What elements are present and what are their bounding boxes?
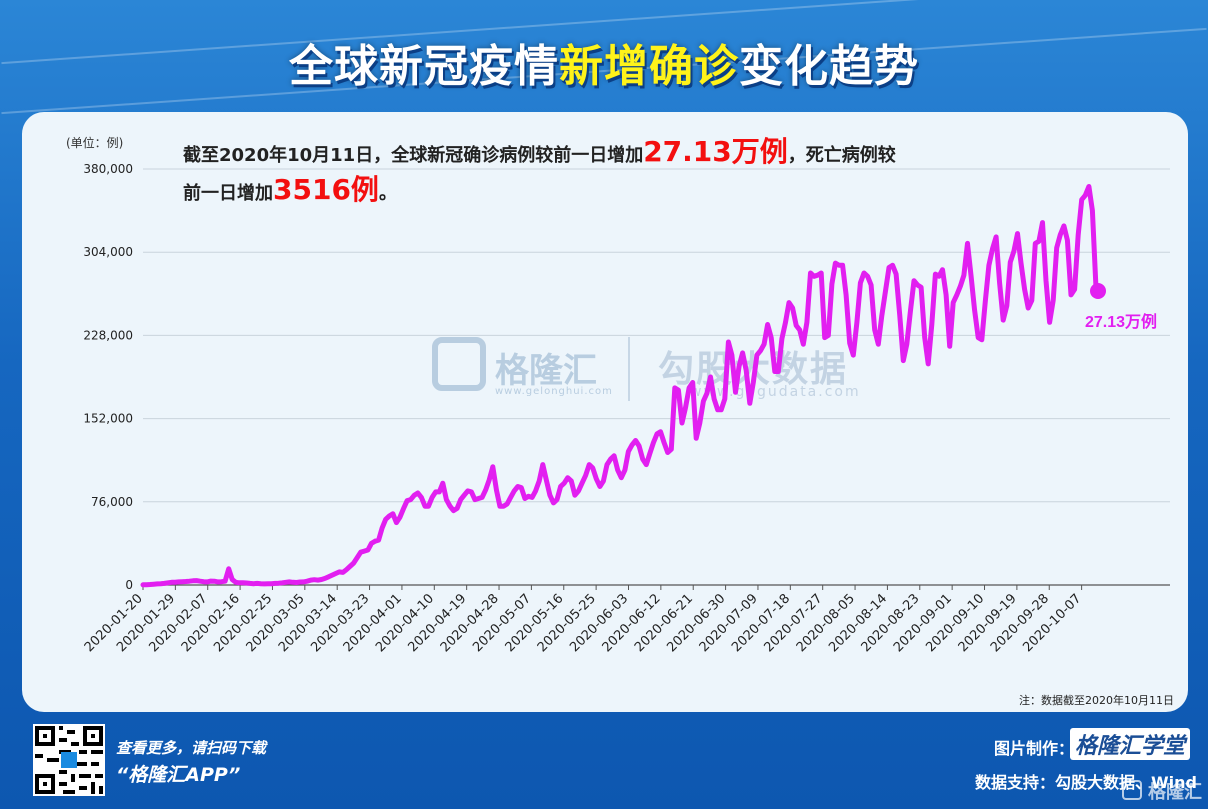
grid xyxy=(143,168,1170,586)
summary-line2-post: 。 xyxy=(378,183,397,204)
summary-line1-pre: 截至2020年10月11日，全球新冠确诊病例较前一日增加 xyxy=(183,145,644,166)
y-tick-label: 0 xyxy=(125,578,133,592)
y-tick-label: 380,000 xyxy=(83,162,133,176)
gelonghui-watermark-icon xyxy=(432,337,486,391)
made-by-brand: 格隆汇学堂 xyxy=(1070,728,1191,760)
last-value-marker xyxy=(1090,282,1106,299)
watermark-brand2-url: www.gogudata.com xyxy=(690,384,861,400)
data-note: 注：数据截至2020年10月11日 xyxy=(1019,694,1174,707)
footer-app-name[interactable]: “格隆汇APP” xyxy=(116,764,241,786)
title-part2: 变化趋势 xyxy=(739,41,919,92)
watermark-brand1-url: www.gelonghui.com xyxy=(495,386,613,397)
corner-brand: 格隆汇 xyxy=(1148,782,1202,803)
footer-scan-text: 查看更多，请扫码下载 xyxy=(116,739,267,757)
y-tick-label: 228,000 xyxy=(83,328,133,342)
chart-card xyxy=(22,112,1188,712)
y-axis-unit-label: (单位：例) xyxy=(66,136,124,150)
series-line-new-cases xyxy=(140,184,1099,588)
summary-cases-value: 27.13万例 xyxy=(643,135,788,168)
qr-code-icon[interactable] xyxy=(33,724,105,796)
y-tick-label: 152,000 xyxy=(83,412,133,426)
summary-text: 截至2020年10月11日，全球新冠确诊病例较前一日增加27.13万例，死亡病例… xyxy=(183,135,896,211)
watermark-brand1: 格隆汇 xyxy=(495,351,597,391)
title-part1: 全球新冠疫情 xyxy=(289,41,559,92)
last-value-label: 27.13万例 xyxy=(1085,312,1157,331)
summary-line1-post: ，死亡病例较 xyxy=(787,145,896,166)
y-tick-label: 76,000 xyxy=(91,495,133,509)
summary-deaths-value: 3516例 xyxy=(273,173,379,206)
corner-logo-icon xyxy=(1122,780,1142,800)
watermark-divider xyxy=(628,337,630,401)
summary-line2-pre: 前一日增加 xyxy=(183,183,273,204)
page-title: 全球新冠疫情新增确诊变化趋势 xyxy=(0,30,1208,94)
title-highlight: 新增确诊 xyxy=(559,41,739,92)
y-axis: 0 76,000 152,000 228,000 304,000 380,000 xyxy=(83,162,133,592)
made-by-label: 图片制作： xyxy=(994,739,1075,758)
x-axis: 2020-01-202020-01-292020-02-072020-02-16… xyxy=(82,585,1084,655)
y-tick-label: 304,000 xyxy=(83,245,133,259)
